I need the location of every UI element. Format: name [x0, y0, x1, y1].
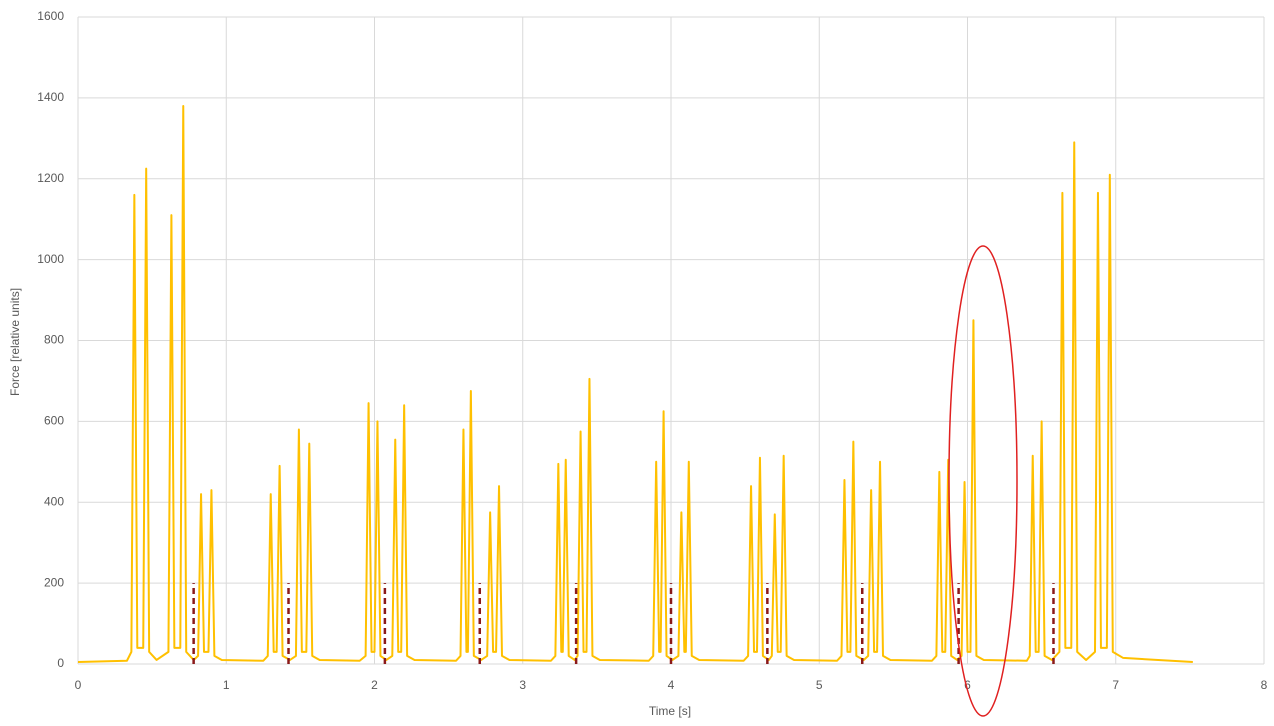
y-tick-label: 600 [44, 414, 64, 428]
y-tick-label: 1200 [37, 171, 64, 185]
y-tick-label: 1400 [37, 90, 64, 104]
y-tick-label: 0 [57, 656, 64, 670]
x-tick-label: 2 [371, 678, 378, 692]
x-axis-title: Time [s] [649, 704, 691, 718]
x-tick-label: 8 [1261, 678, 1268, 692]
x-tick-label: 3 [519, 678, 526, 692]
x-tick-label: 4 [668, 678, 675, 692]
y-tick-label: 1000 [37, 252, 64, 266]
data-line [77, 104, 1193, 663]
y-tick-label: 1600 [37, 9, 64, 23]
y-tick-label: 200 [44, 575, 64, 589]
highlight-ellipse [948, 245, 1018, 717]
y-axis-title: Force [relative units] [8, 288, 22, 396]
y-tick-label: 800 [44, 333, 64, 347]
x-tick-label: 7 [1112, 678, 1119, 692]
y-tick-label: 400 [44, 494, 64, 508]
x-tick-label: 5 [816, 678, 823, 692]
x-tick-label: 1 [223, 678, 230, 692]
x-tick-label: 0 [75, 678, 82, 692]
x-tick-label: 6 [964, 678, 971, 692]
